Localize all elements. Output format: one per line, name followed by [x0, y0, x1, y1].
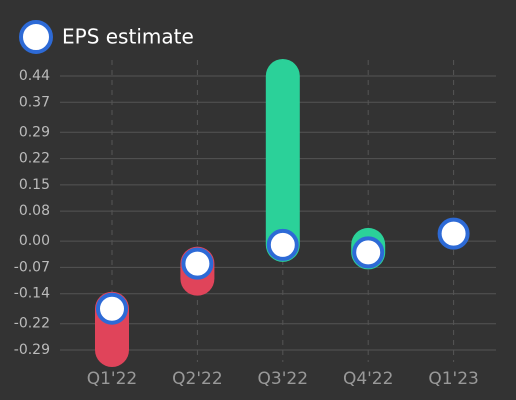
x-tick-label: Q1'22: [87, 369, 138, 389]
y-tick-label: -0.22: [14, 316, 50, 332]
estimate-marker: [437, 217, 470, 250]
y-tick-label: 0.22: [19, 151, 50, 167]
y-tick-label: 0.44: [19, 68, 50, 84]
estimate-marker: [352, 236, 385, 269]
legend-label: EPS estimate: [62, 25, 194, 49]
y-tick-label: -0.07: [14, 259, 50, 275]
y-tick-label: 0.08: [19, 203, 50, 219]
x-tick-label: Q4'22: [343, 369, 394, 389]
y-tick-label: -0.14: [14, 286, 50, 302]
y-tick-label: 0.37: [19, 94, 50, 110]
estimate-marker: [96, 292, 128, 325]
y-tick-label: 0.15: [19, 177, 50, 193]
estimate-marker: [266, 228, 299, 261]
x-tick-label: Q2'22: [172, 369, 223, 389]
x-tick-label: Q1'23: [428, 369, 479, 389]
x-tick-label: Q3'22: [258, 369, 309, 389]
y-tick-label: 0.00: [19, 233, 50, 249]
y-tick-label: 0.29: [19, 124, 50, 140]
legend-marker: [19, 20, 53, 54]
y-tick-label: -0.29: [14, 342, 50, 358]
estimate-marker: [181, 247, 214, 280]
